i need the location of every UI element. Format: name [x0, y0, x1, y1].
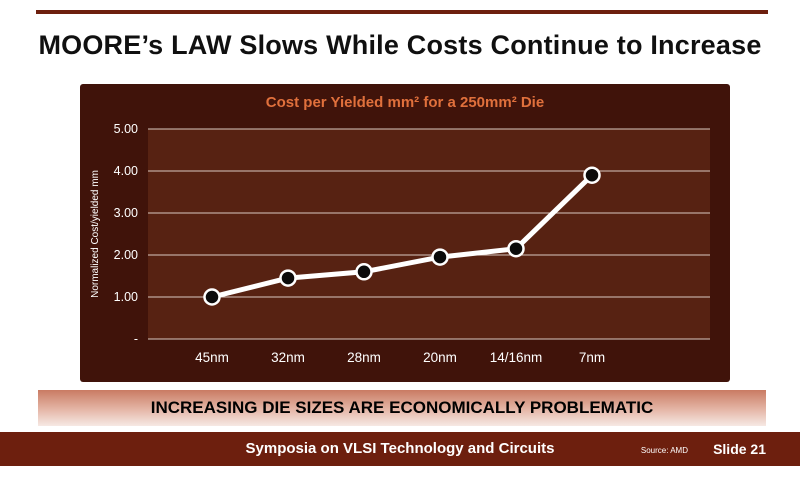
banner-text: INCREASING DIE SIZES ARE ECONOMICALLY PR…: [150, 398, 654, 417]
y-tick-label: 3.00: [114, 206, 138, 220]
footer-title: Symposia on VLSI Technology and Circuits: [245, 440, 555, 457]
chart-title: Cost per Yielded mm² for a 250mm² Die: [265, 94, 545, 111]
y-tick-label: 5.00: [114, 122, 138, 136]
data-point-7nm: [583, 166, 601, 184]
y-tick-label: -: [134, 332, 138, 346]
x-tick-label: 20nm: [423, 350, 457, 365]
y-tick-label: 1.00: [114, 290, 138, 304]
plot-area: [148, 129, 710, 339]
slide-number: Slide 21: [713, 441, 766, 457]
data-point-14/16nm: [507, 239, 525, 258]
x-tick-label: 32nm: [271, 350, 305, 365]
y-tick-label: 2.00: [114, 248, 138, 262]
data-point-32nm: [279, 269, 297, 287]
x-tick-label: 45nm: [195, 350, 229, 365]
banner: INCREASING DIE SIZES ARE ECONOMICALLY PR…: [38, 390, 766, 426]
chart-panel: Cost per Yielded mm² for a 250mm² Die - 1…: [80, 84, 730, 382]
x-tick-label: 28nm: [347, 350, 381, 365]
y-axis-title: Normalized Cost/yielded mm: [90, 170, 101, 298]
top-divider: [36, 10, 768, 14]
data-point-28nm: [355, 263, 373, 281]
slide-title: MOORE’s LAW Slows While Costs Continue t…: [38, 30, 762, 60]
cost-line-chart: - 1.00 2.00 3.00 4.00 5.00 45nm 32nm 28nm 20nm 14/…: [90, 122, 710, 365]
x-tick-label: 14/16nm: [490, 350, 543, 365]
data-point-20nm: [431, 248, 449, 266]
cost-line: [209, 172, 595, 300]
footer-bar: Symposia on VLSI Technology and Circuits…: [0, 432, 800, 466]
footer-source: Source: AMD: [640, 446, 688, 455]
x-tick-label: 7nm: [579, 350, 605, 365]
data-point-45nm: [203, 288, 221, 306]
y-tick-label: 4.00: [114, 164, 138, 178]
